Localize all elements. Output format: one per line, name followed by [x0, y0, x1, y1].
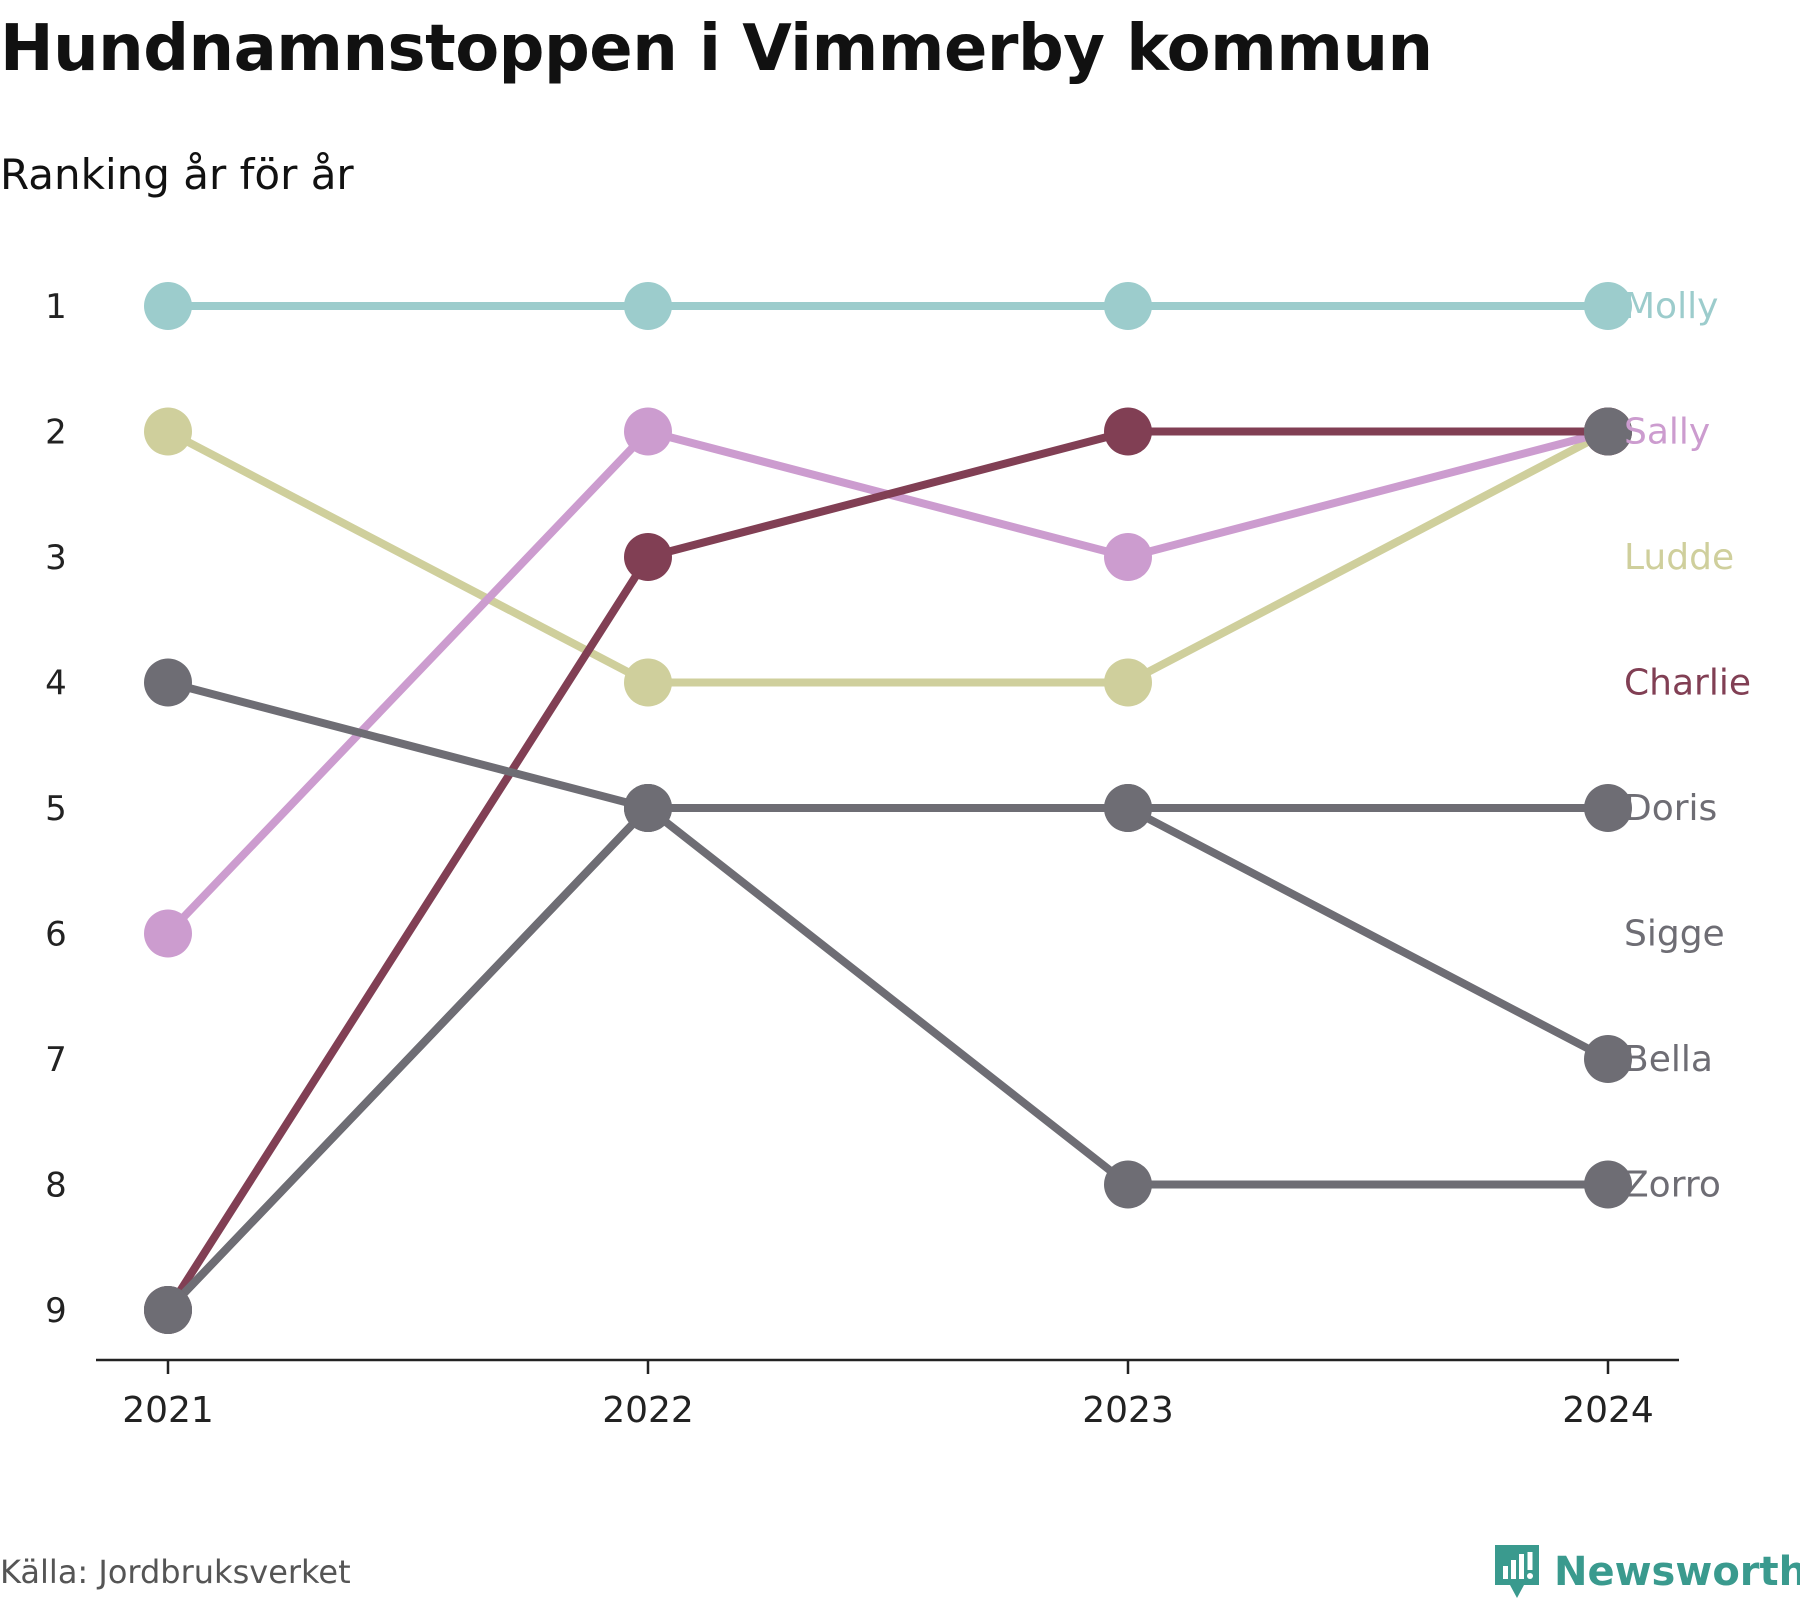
- chart-subtitle: Ranking år för år: [0, 150, 354, 199]
- series-point-overlay: [1584, 407, 1632, 456]
- series-point-sally: [624, 407, 672, 456]
- end-label-charlie: Charlie: [1624, 663, 1751, 704]
- brand-name: Newsworthy: [1554, 1549, 1800, 1595]
- series-point-doris: [144, 658, 192, 707]
- series-point-ludde: [624, 658, 672, 707]
- y-tick-label: 5: [45, 789, 67, 829]
- series-point-charlie: [624, 533, 672, 581]
- series-point-zorro: [1584, 1160, 1632, 1209]
- series-end-labels: Molly Sally Ludde Charlie Doris Sigge Bella Zor…: [1624, 286, 1751, 1206]
- y-tick-label: 6: [45, 915, 67, 955]
- series-line-doris: [166, 678, 1608, 812]
- series-point-sally: [144, 909, 192, 958]
- x-tick-label: 2023: [1082, 1390, 1174, 1431]
- series-point-zorro: [1104, 1160, 1152, 1209]
- series-line-zorro: [165, 804, 1608, 1313]
- end-label-sally: Sally: [1624, 412, 1710, 453]
- x-tick-label: 2022: [602, 1390, 694, 1431]
- series-line-ludde: [166, 427, 1610, 687]
- series-point-sally: [1104, 533, 1152, 581]
- series-line-charlie: [164, 427, 1608, 1313]
- series-point-ludde: [144, 407, 192, 456]
- end-label-zorro: Zorro: [1624, 1165, 1721, 1206]
- series-point-molly: [1584, 282, 1632, 330]
- end-label-sigge: Sigge: [1624, 914, 1725, 955]
- end-label-molly: Molly: [1624, 286, 1718, 327]
- series-point-bella: [1584, 1035, 1632, 1083]
- y-tick-label: 7: [45, 1040, 67, 1080]
- series-point-charlie: [1104, 407, 1152, 456]
- series-point-zorro: [624, 784, 672, 832]
- x-tick-label: 2021: [122, 1390, 214, 1431]
- series-points: [144, 282, 1632, 1334]
- source-note: Källa: Jordbruksverket: [0, 1553, 351, 1591]
- y-axis-ticks: 1 2 3 4 5 6 7 8 9: [45, 287, 67, 1331]
- series-lines: [164, 302, 1610, 1313]
- series-point-molly: [144, 282, 192, 330]
- series-point-ludde: [1104, 658, 1152, 707]
- y-tick-label: 8: [45, 1166, 67, 1206]
- chart-title: Hundnamnstoppen i Vimmerby kommun: [0, 12, 1433, 86]
- x-axis-ticks: 2021 2022 2023 2024: [122, 1360, 1654, 1431]
- bar-chart-speech-bubble-icon: [1495, 1545, 1539, 1598]
- y-tick-label: 1: [45, 287, 67, 327]
- series-point-bella: [1104, 784, 1152, 832]
- end-label-doris: Doris: [1624, 788, 1717, 829]
- series-line-bella: [165, 804, 1610, 1313]
- brand-logo[interactable]: Newsworthy: [1492, 1542, 1800, 1602]
- y-tick-label: 3: [45, 538, 67, 578]
- series-point-molly: [1104, 282, 1152, 330]
- series-point-molly: [624, 282, 672, 330]
- series-point-doris: [1584, 784, 1632, 832]
- end-label-bella: Bella: [1624, 1039, 1713, 1080]
- series-point-zorro: [144, 1286, 192, 1334]
- y-tick-label: 4: [45, 664, 67, 704]
- y-tick-label: 2: [45, 413, 67, 453]
- end-label-ludde: Ludde: [1624, 537, 1734, 578]
- y-tick-label: 9: [45, 1291, 67, 1331]
- x-tick-label: 2024: [1562, 1390, 1654, 1431]
